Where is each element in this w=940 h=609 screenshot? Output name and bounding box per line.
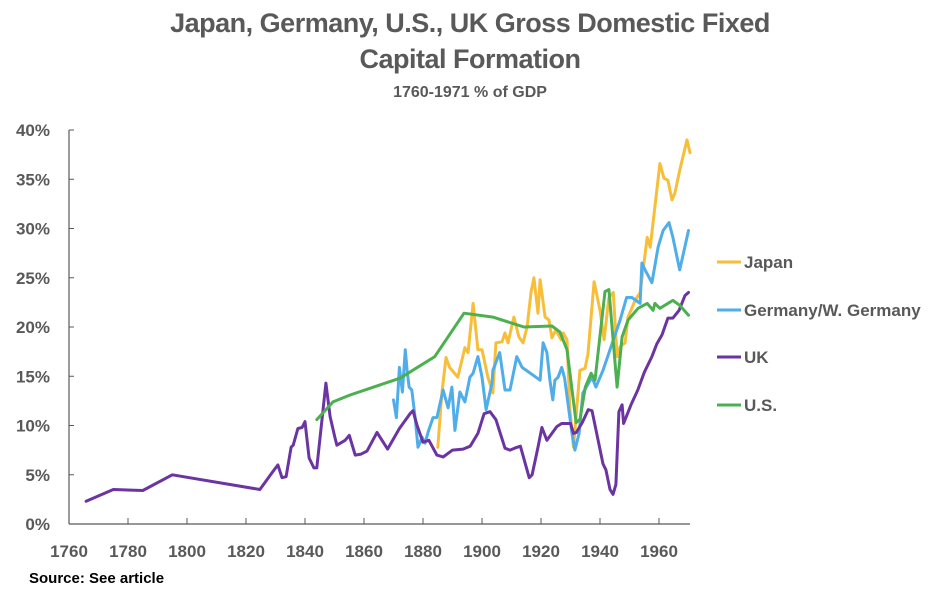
y-tick-label: 40% <box>16 121 50 140</box>
x-tick-label: 1960 <box>640 542 678 561</box>
x-tick-label: 1840 <box>286 542 324 561</box>
x-tick-label: 1760 <box>50 542 88 561</box>
x-tick-label: 1920 <box>522 542 560 561</box>
x-tick-label: 1880 <box>404 542 442 561</box>
series-line-uk <box>84 291 690 503</box>
legend-label: Germany/W. Germany <box>744 301 921 320</box>
legend-item-uk: UK <box>717 348 769 367</box>
series-line-japan <box>436 138 692 449</box>
y-tick-label: 30% <box>16 220 50 239</box>
axes: 0% 5% 10% 15% 20% 25% 30% 35% 40% 1760 1780 1800 182… <box>16 121 690 561</box>
x-tick-label: 1800 <box>168 542 206 561</box>
x-tick-label: 1780 <box>109 542 147 561</box>
y-tick-label: 15% <box>16 367 50 386</box>
y-tick-label: 5% <box>25 466 50 485</box>
x-tick-label: 1820 <box>227 542 265 561</box>
legend-item-germany-w-germany: Germany/W. Germany <box>717 301 921 320</box>
legend-label: U.S. <box>744 396 777 415</box>
x-tick-label: 1900 <box>463 542 501 561</box>
legend-item-japan: Japan <box>717 253 793 272</box>
y-tick-label: 20% <box>16 318 50 337</box>
series-line-u-s <box>315 288 690 424</box>
chart-subtitle: 1760-1971 % of GDP <box>393 84 547 101</box>
chart-title-line2: Capital Formation <box>359 44 581 74</box>
x-tick-label: 1940 <box>581 542 619 561</box>
y-tick-label: 0% <box>25 515 50 534</box>
y-tick-label: 10% <box>16 417 50 436</box>
x-tick-label: 1860 <box>345 542 383 561</box>
y-tick-label: 35% <box>16 170 50 189</box>
legend-label: UK <box>744 348 769 367</box>
legend-item-u-s: U.S. <box>717 396 777 415</box>
chart-title-line1: Japan, Germany, U.S., UK Gross Domestic … <box>170 8 770 38</box>
legend: Japan Germany/W. Germany UK U.S. <box>717 253 921 415</box>
source-note: Source: See article <box>29 570 165 587</box>
series-lines <box>84 138 692 503</box>
y-tick-label: 25% <box>16 269 50 288</box>
legend-label: Japan <box>744 253 793 272</box>
